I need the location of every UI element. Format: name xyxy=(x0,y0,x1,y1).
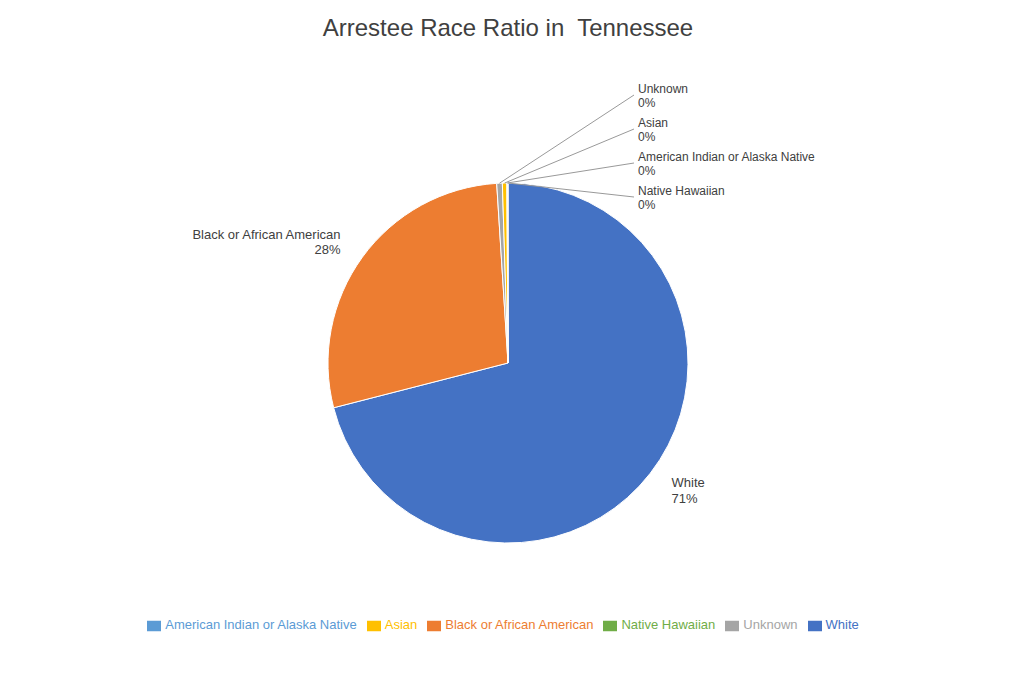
svg-text:Asian0%: Asian0% xyxy=(638,116,668,144)
svg-text:Unknown0%: Unknown0% xyxy=(638,82,688,110)
svg-text:White71%: White71% xyxy=(672,475,705,506)
html-text:Unknown: Unknown xyxy=(743,617,798,633)
svg-text:Black or African American28%: Black or African American28% xyxy=(192,227,341,258)
svg-text:American Indian or Alaska Nati: American Indian or Alaska Native0% xyxy=(638,150,815,178)
html-text:Black or African American: Black or African American xyxy=(445,617,594,633)
html-text:Asian: Asian xyxy=(384,617,418,633)
html-text:Native Hawaiian: Native Hawaiian xyxy=(621,617,716,633)
html-text:Arrestee Race Ratio in Tenness: Arrestee Race Ratio in Tennessee xyxy=(322,14,694,41)
html-text:White: White xyxy=(825,617,859,633)
html-text:American Indian or Alaska Nati: American Indian or Alaska Native xyxy=(165,617,357,633)
svg-text:Native Hawaiian0%: Native Hawaiian0% xyxy=(638,184,725,212)
